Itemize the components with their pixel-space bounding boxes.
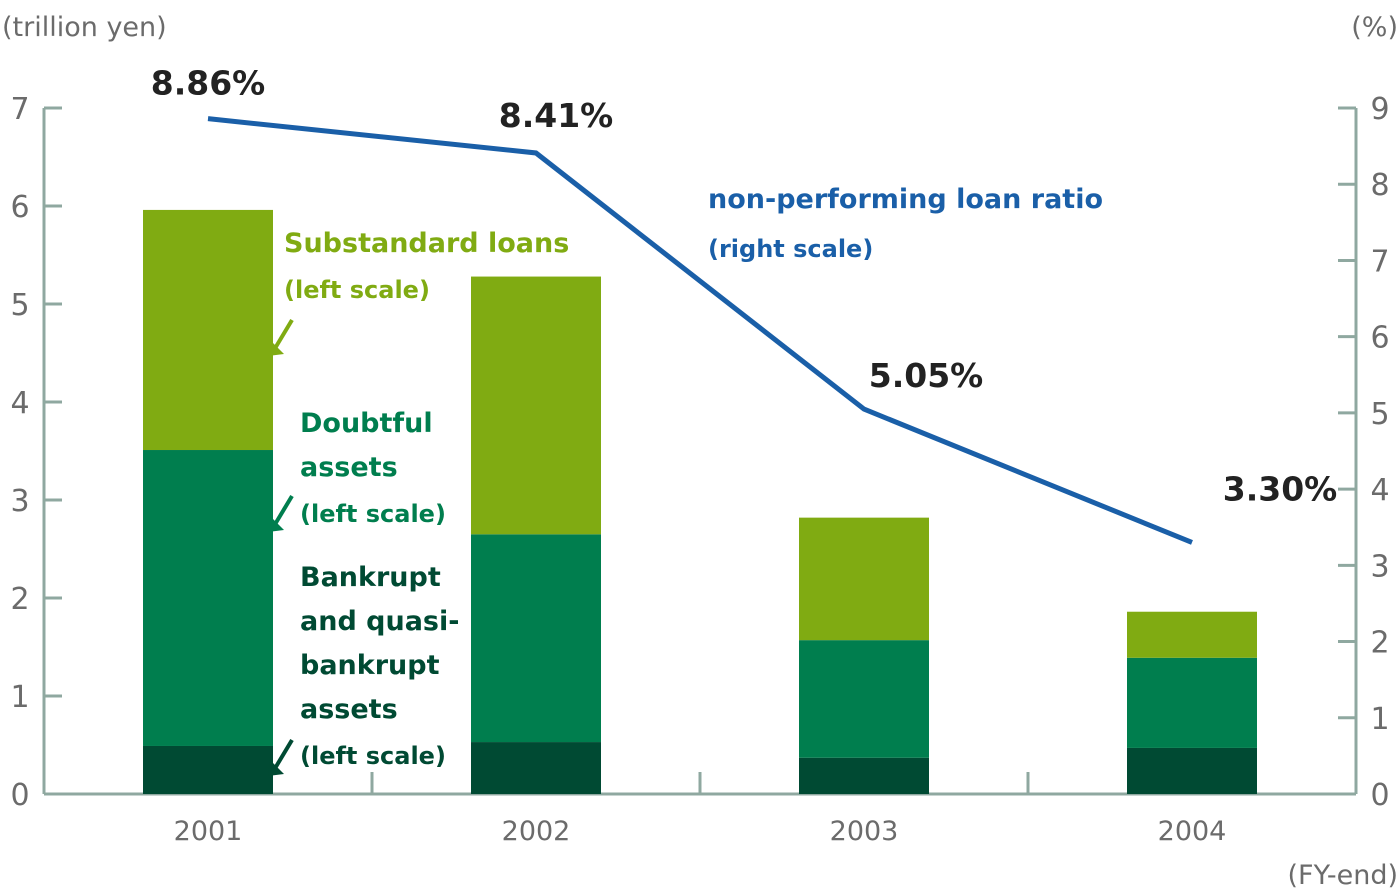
doubtful-annotation-label: Doubtful (300, 408, 433, 439)
ratio-data-label: 5.05% (869, 356, 984, 395)
labels: (trillion yen) (%) (FY-end) (2, 12, 1398, 891)
ratio-data-label: 8.41% (499, 96, 614, 135)
x-tick-label: 2001 (174, 816, 243, 847)
substandard-annotation-scale-note: (left scale) (284, 276, 430, 304)
bar-segment (143, 209, 273, 451)
bar-segment (143, 450, 273, 746)
bankrupt-annotation-label: Bankrupt (300, 562, 441, 593)
right-tick-label: 9 (1370, 92, 1389, 127)
right-tick-label: 3 (1370, 549, 1389, 584)
bar-segment (471, 276, 601, 535)
x-axis-label: (FY-end) (1288, 860, 1399, 891)
substandard-arrow-shaft (272, 318, 294, 352)
right-tick-label: 6 (1370, 321, 1389, 356)
bankrupt-arrow-shaft (272, 738, 294, 772)
right-tick-label: 2 (1370, 626, 1389, 661)
bars (143, 209, 1257, 794)
x-tick-label: 2002 (502, 816, 571, 847)
bankrupt-annotation-label: and quasi- (300, 606, 459, 637)
bankrupt-annotation-scale-note: (left scale) (300, 742, 446, 770)
left-axis-unit: (trillion yen) (2, 12, 167, 43)
ratio-data-label: 3.30% (1223, 469, 1338, 508)
bar-segment (471, 742, 601, 794)
doubtful-annotation-label: assets (300, 452, 398, 483)
left-tick-label: 6 (10, 190, 29, 225)
bankrupt-annotation-label: assets (300, 694, 398, 725)
left-tick-label: 2 (10, 582, 29, 617)
left-tick-label: 7 (10, 92, 29, 127)
x-tick-label: 2003 (830, 816, 899, 847)
annotations: Substandard loans (left scale) Doubtful ass… (268, 184, 1103, 776)
left-tick-label: 1 (10, 680, 29, 715)
left-tick-label: 0 (10, 778, 29, 813)
bar-segment (143, 745, 273, 794)
bar-segment (1127, 657, 1257, 748)
doubtful-arrow-head (268, 516, 284, 532)
bar-segment (799, 517, 929, 641)
bar-segment (1127, 611, 1257, 658)
doubtful-annotation-scale-note: (left scale) (300, 500, 446, 528)
ratio-annotation-label: non-performing loan ratio (708, 184, 1103, 215)
bankrupt-annotation-label: bankrupt (300, 650, 440, 681)
right-tick-label: 8 (1370, 168, 1389, 203)
substandard-arrow-head (268, 340, 284, 356)
right-tick-label: 4 (1370, 473, 1389, 508)
bankrupt-arrow-head (268, 760, 284, 776)
ratio-line-group: 8.86% 8.41% 5.05% 3.30% (151, 64, 1338, 545)
x-tick-label: 2004 (1158, 816, 1227, 847)
substandard-annotation-label: Substandard loans (284, 228, 569, 259)
ratio-line (207, 116, 1193, 545)
right-tick-label: 7 (1370, 244, 1389, 279)
left-tick-label: 5 (10, 288, 29, 323)
right-tick-label: 5 (1370, 397, 1389, 432)
right-tick-label: 0 (1370, 778, 1389, 813)
bar-segment (799, 640, 929, 758)
left-tick-label: 3 (10, 484, 29, 519)
ratio-data-label: 8.86% (151, 64, 266, 103)
bar-segment (471, 534, 601, 743)
right-tick-label: 1 (1370, 702, 1389, 737)
ratio-annotation-scale-note: (right scale) (708, 235, 873, 263)
right-axis-unit: (%) (1351, 12, 1398, 43)
bar-segment (1127, 747, 1257, 794)
doubtful-arrow-shaft (272, 494, 294, 528)
bar-segment (799, 757, 929, 794)
left-tick-label: 4 (10, 386, 29, 421)
